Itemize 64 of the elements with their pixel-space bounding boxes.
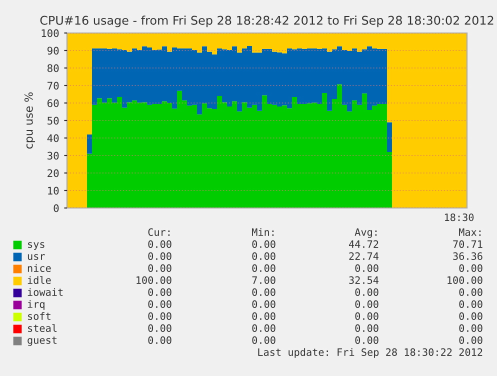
text: 0.00 [148, 336, 172, 344]
legend-label: steal [28, 324, 57, 332]
legend-label: idle [28, 276, 51, 284]
text: Max: [459, 228, 481, 236]
legend-label: iowait [28, 288, 63, 296]
text: 44.72 [348, 240, 378, 248]
y-tick-label: 50 [48, 116, 59, 125]
text: 0.00 [252, 336, 276, 344]
text: 0.00 [355, 300, 378, 308]
text: 0.00 [459, 300, 482, 308]
y-tick-label: 80 [47, 64, 59, 72]
y-tick-label: 10 [48, 186, 59, 195]
chart-title: CPU#16 usage - from Fri Sep 28 18:28:42 2012 to Fri Sep 28 18:30:02 2012 [40, 16, 494, 28]
legend-label: irq [28, 300, 44, 310]
text: 0.00 [148, 288, 172, 296]
text: 0.00 [148, 264, 172, 272]
text: 0.00 [252, 240, 276, 248]
y-tick-label: 20 [48, 169, 59, 178]
text: 0.00 [148, 240, 172, 248]
legend-label: soft [28, 312, 50, 320]
text: 0.00 [355, 288, 378, 296]
text: 18:30 [444, 213, 474, 222]
text: 7.00 [252, 276, 276, 284]
text: 32.54 [349, 276, 379, 284]
text: 0.00 [252, 252, 276, 260]
legend-label: usr [28, 254, 45, 260]
text: 0.00 [459, 288, 482, 296]
y-tick-label: 0 [54, 204, 59, 212]
text: 0.00 [459, 336, 482, 344]
text: 100.00 [448, 276, 482, 284]
text: 0.00 [148, 312, 172, 320]
text: 0.00 [355, 324, 378, 332]
text: 0.00 [252, 312, 276, 320]
y-tick-label: 40 [47, 134, 59, 142]
text: 0.00 [252, 324, 276, 332]
text: 22.74 [349, 252, 379, 260]
text: Last update: Fri Sep 28 18:30:22 2012 [258, 348, 482, 358]
text: Avg: [354, 228, 377, 238]
text: 0.00 [148, 300, 172, 308]
text: 0.00 [148, 324, 172, 332]
text: 70.71 [453, 240, 482, 248]
text: 36.36 [453, 252, 482, 260]
y-tick-label: 70 [48, 82, 59, 90]
text: 0.00 [252, 288, 276, 296]
text: 0.00 [355, 336, 378, 344]
text: 0.00 [355, 312, 378, 320]
y-tick-label: 90 [47, 46, 59, 55]
text: 0.00 [148, 252, 172, 260]
y-tick-label: 100 [42, 29, 59, 38]
y-tick-label: 60 [47, 99, 59, 108]
y-tick-label: 30 [48, 152, 59, 160]
text: 0.00 [459, 312, 482, 320]
text: 0.00 [459, 264, 482, 272]
text: 0.00 [459, 324, 482, 332]
text: 100.00 [136, 276, 172, 284]
text: 0.00 [252, 264, 276, 272]
legend-label: nice [28, 264, 51, 272]
text: Cur: [148, 228, 170, 236]
y-axis-title: cpu use % [24, 92, 35, 149]
text: 0.00 [355, 264, 378, 272]
text: 0.00 [252, 300, 276, 308]
legend-label: sys [28, 242, 44, 250]
legend-label: guest [28, 336, 57, 346]
text: Min: [252, 228, 274, 236]
